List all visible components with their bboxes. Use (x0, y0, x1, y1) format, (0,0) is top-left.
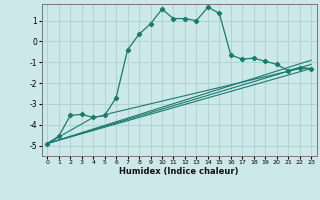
X-axis label: Humidex (Indice chaleur): Humidex (Indice chaleur) (119, 167, 239, 176)
